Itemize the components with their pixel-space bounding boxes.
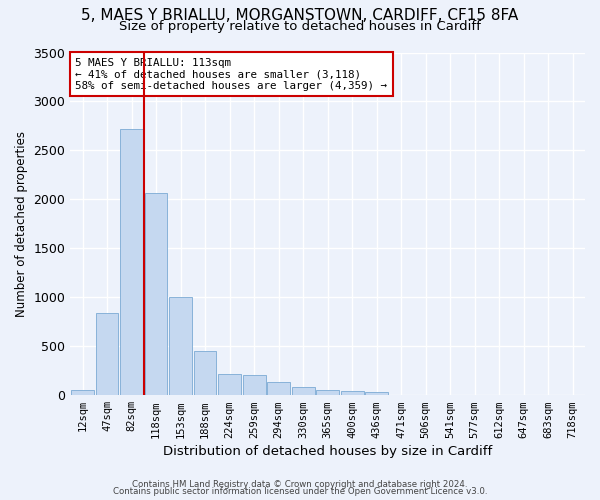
- Bar: [218, 374, 241, 395]
- Text: 5, MAES Y BRIALLU, MORGANSTOWN, CARDIFF, CF15 8FA: 5, MAES Y BRIALLU, MORGANSTOWN, CARDIFF,…: [82, 8, 518, 22]
- Text: 5 MAES Y BRIALLU: 113sqm
← 41% of detached houses are smaller (3,118)
58% of sem: 5 MAES Y BRIALLU: 113sqm ← 41% of detach…: [76, 58, 388, 91]
- Bar: [145, 194, 167, 395]
- Bar: [194, 350, 217, 395]
- Bar: [267, 382, 290, 395]
- Bar: [341, 392, 364, 395]
- Bar: [316, 390, 339, 395]
- X-axis label: Distribution of detached houses by size in Cardiff: Distribution of detached houses by size …: [163, 444, 492, 458]
- Text: Contains public sector information licensed under the Open Government Licence v3: Contains public sector information licen…: [113, 487, 487, 496]
- Text: Size of property relative to detached houses in Cardiff: Size of property relative to detached ho…: [119, 20, 481, 33]
- Bar: [120, 129, 143, 395]
- Bar: [365, 392, 388, 395]
- Bar: [71, 390, 94, 395]
- Y-axis label: Number of detached properties: Number of detached properties: [15, 131, 28, 317]
- Bar: [169, 298, 192, 395]
- Bar: [243, 374, 266, 395]
- Bar: [95, 313, 118, 395]
- Text: Contains HM Land Registry data © Crown copyright and database right 2024.: Contains HM Land Registry data © Crown c…: [132, 480, 468, 489]
- Bar: [292, 388, 314, 395]
